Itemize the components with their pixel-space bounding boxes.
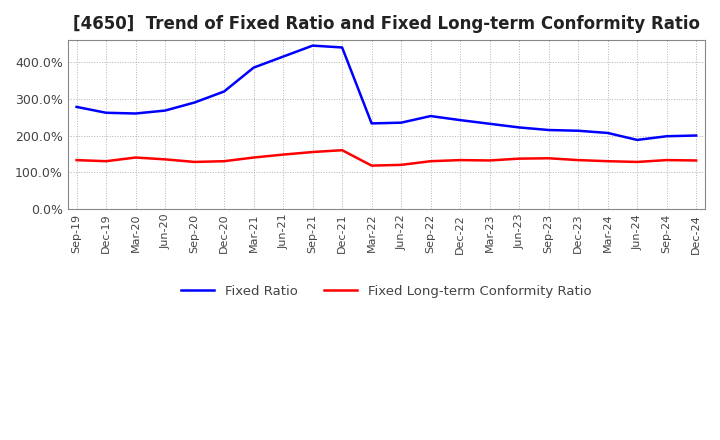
Fixed Long-term Conformity Ratio [249,155,258,160]
Fixed Long-term Conformity Ratio [633,159,642,165]
Fixed Ratio [485,121,494,126]
Legend: Fixed Ratio, Fixed Long-term Conformity Ratio: Fixed Ratio, Fixed Long-term Conformity … [176,280,597,303]
Fixed Long-term Conformity Ratio [102,158,110,164]
Fixed Ratio [72,104,81,110]
Fixed Long-term Conformity Ratio [426,158,435,164]
Fixed Ratio [367,121,376,126]
Line: Fixed Ratio: Fixed Ratio [76,46,696,140]
Fixed Ratio [603,130,612,136]
Fixed Ratio [515,125,523,130]
Fixed Ratio [220,89,228,94]
Fixed Long-term Conformity Ratio [367,163,376,168]
Fixed Long-term Conformity Ratio [574,158,582,163]
Fixed Long-term Conformity Ratio [485,158,494,163]
Fixed Long-term Conformity Ratio [308,150,317,155]
Fixed Ratio [338,45,346,50]
Fixed Ratio [426,114,435,119]
Fixed Long-term Conformity Ratio [456,158,464,163]
Fixed Ratio [279,54,287,59]
Fixed Ratio [544,127,553,132]
Fixed Long-term Conformity Ratio [190,159,199,165]
Fixed Ratio [574,128,582,133]
Fixed Ratio [102,110,110,115]
Fixed Ratio [456,117,464,123]
Line: Fixed Long-term Conformity Ratio: Fixed Long-term Conformity Ratio [76,150,696,165]
Fixed Ratio [633,137,642,143]
Fixed Ratio [397,120,405,125]
Fixed Ratio [662,134,671,139]
Fixed Ratio [249,65,258,70]
Fixed Ratio [131,111,140,116]
Fixed Long-term Conformity Ratio [220,158,228,164]
Fixed Ratio [308,43,317,48]
Fixed Ratio [692,133,701,138]
Fixed Long-term Conformity Ratio [603,158,612,164]
Fixed Ratio [190,100,199,105]
Fixed Long-term Conformity Ratio [515,156,523,161]
Fixed Long-term Conformity Ratio [692,158,701,163]
Fixed Ratio [161,108,169,113]
Fixed Long-term Conformity Ratio [397,162,405,168]
Fixed Long-term Conformity Ratio [662,158,671,163]
Fixed Long-term Conformity Ratio [279,152,287,157]
Title: [4650]  Trend of Fixed Ratio and Fixed Long-term Conformity Ratio: [4650] Trend of Fixed Ratio and Fixed Lo… [73,15,700,33]
Fixed Long-term Conformity Ratio [338,147,346,153]
Fixed Long-term Conformity Ratio [544,156,553,161]
Fixed Long-term Conformity Ratio [161,157,169,162]
Fixed Long-term Conformity Ratio [72,158,81,163]
Fixed Long-term Conformity Ratio [131,155,140,160]
